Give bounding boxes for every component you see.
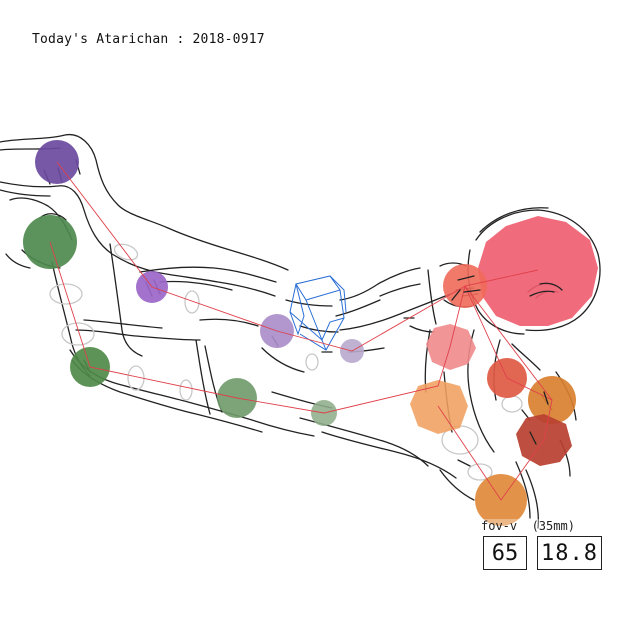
- bone-hip: [464, 285, 553, 401]
- skeleton-bones: [49, 161, 553, 501]
- bone-spine: [464, 285, 553, 441]
- sketch-stroke: [515, 461, 531, 519]
- sketch-stroke: [0, 189, 51, 197]
- ghost-joint-ellipses: [49, 243, 523, 481]
- ghost-ellipse: [467, 463, 493, 481]
- sketch-stroke: [199, 318, 259, 327]
- sketch-overlay-strokes: [451, 275, 563, 445]
- sketch-stroke: [463, 289, 481, 293]
- ghost-ellipse: [305, 353, 319, 371]
- sketch-stroke: [299, 417, 429, 467]
- sketch-stroke: [457, 275, 475, 281]
- sketch-stroke: [83, 319, 163, 329]
- sketch-stroke: [511, 343, 541, 371]
- ghost-ellipse: [179, 379, 193, 401]
- fov-label: fov-v (35mm): [481, 519, 575, 533]
- bone-right-arm: [49, 241, 466, 414]
- camera-gizmo-edge: [289, 283, 305, 336]
- body-sketch-outline: [0, 133, 601, 529]
- ghost-ellipse: [501, 395, 523, 413]
- sketch-stroke: [195, 339, 211, 415]
- sketch-stroke: [457, 459, 471, 467]
- sketch-stroke: [321, 431, 457, 479]
- sketch-stroke: [539, 282, 563, 291]
- camera-gizmo-edge: [299, 289, 345, 351]
- sketch-stroke: [529, 431, 537, 445]
- sketch-stroke: [159, 280, 233, 291]
- joint-mid-spine-rose[interactable]: [426, 324, 476, 370]
- sketch-stroke: [529, 290, 555, 297]
- focal-length-field[interactable]: 18.8: [537, 536, 602, 570]
- bone-left-arm: [56, 161, 539, 352]
- sketch-stroke: [427, 269, 437, 325]
- sketch-stroke: [75, 329, 201, 341]
- sketch-stroke: [335, 299, 381, 317]
- ghost-ellipse: [61, 322, 95, 346]
- page-title: Today's Atarichan : 2018-0917: [32, 32, 265, 47]
- sketch-stroke: [339, 267, 421, 301]
- sketch-stroke: [0, 133, 289, 271]
- ghost-ellipse: [49, 283, 83, 305]
- sketch-stroke: [409, 325, 435, 333]
- sketch-stroke: [261, 347, 305, 373]
- bone-leg: [437, 405, 545, 501]
- joint-head-pink[interactable]: [478, 216, 598, 326]
- ghost-ellipse: [113, 243, 139, 261]
- fov-degrees-field[interactable]: 65: [483, 536, 527, 570]
- camera-gizmo-edge: [289, 311, 327, 351]
- sketch-stroke: [299, 325, 339, 333]
- sketch-stroke: [339, 293, 451, 331]
- lens-label-text: (35mm): [531, 519, 575, 533]
- camera-gizmo-edge: [305, 299, 345, 342]
- sketch-stroke: [543, 391, 549, 405]
- ghost-ellipse: [184, 290, 200, 314]
- sketch-stroke: [475, 209, 601, 332]
- camera-gizmo-edge: [329, 275, 347, 313]
- sketch-stroke: [439, 469, 475, 501]
- sketch-stroke: [5, 253, 31, 269]
- sketch-stroke: [479, 207, 549, 233]
- fov-label-text: fov-v: [481, 519, 518, 533]
- sketch-stroke: [285, 299, 333, 307]
- sketch-stroke: [379, 283, 421, 297]
- camera-gizmo[interactable]: [289, 275, 347, 351]
- sketch-stroke: [109, 243, 143, 357]
- sketch-stroke: [139, 266, 277, 283]
- sketch-stroke: [525, 469, 540, 529]
- sketch-stroke: [451, 289, 461, 301]
